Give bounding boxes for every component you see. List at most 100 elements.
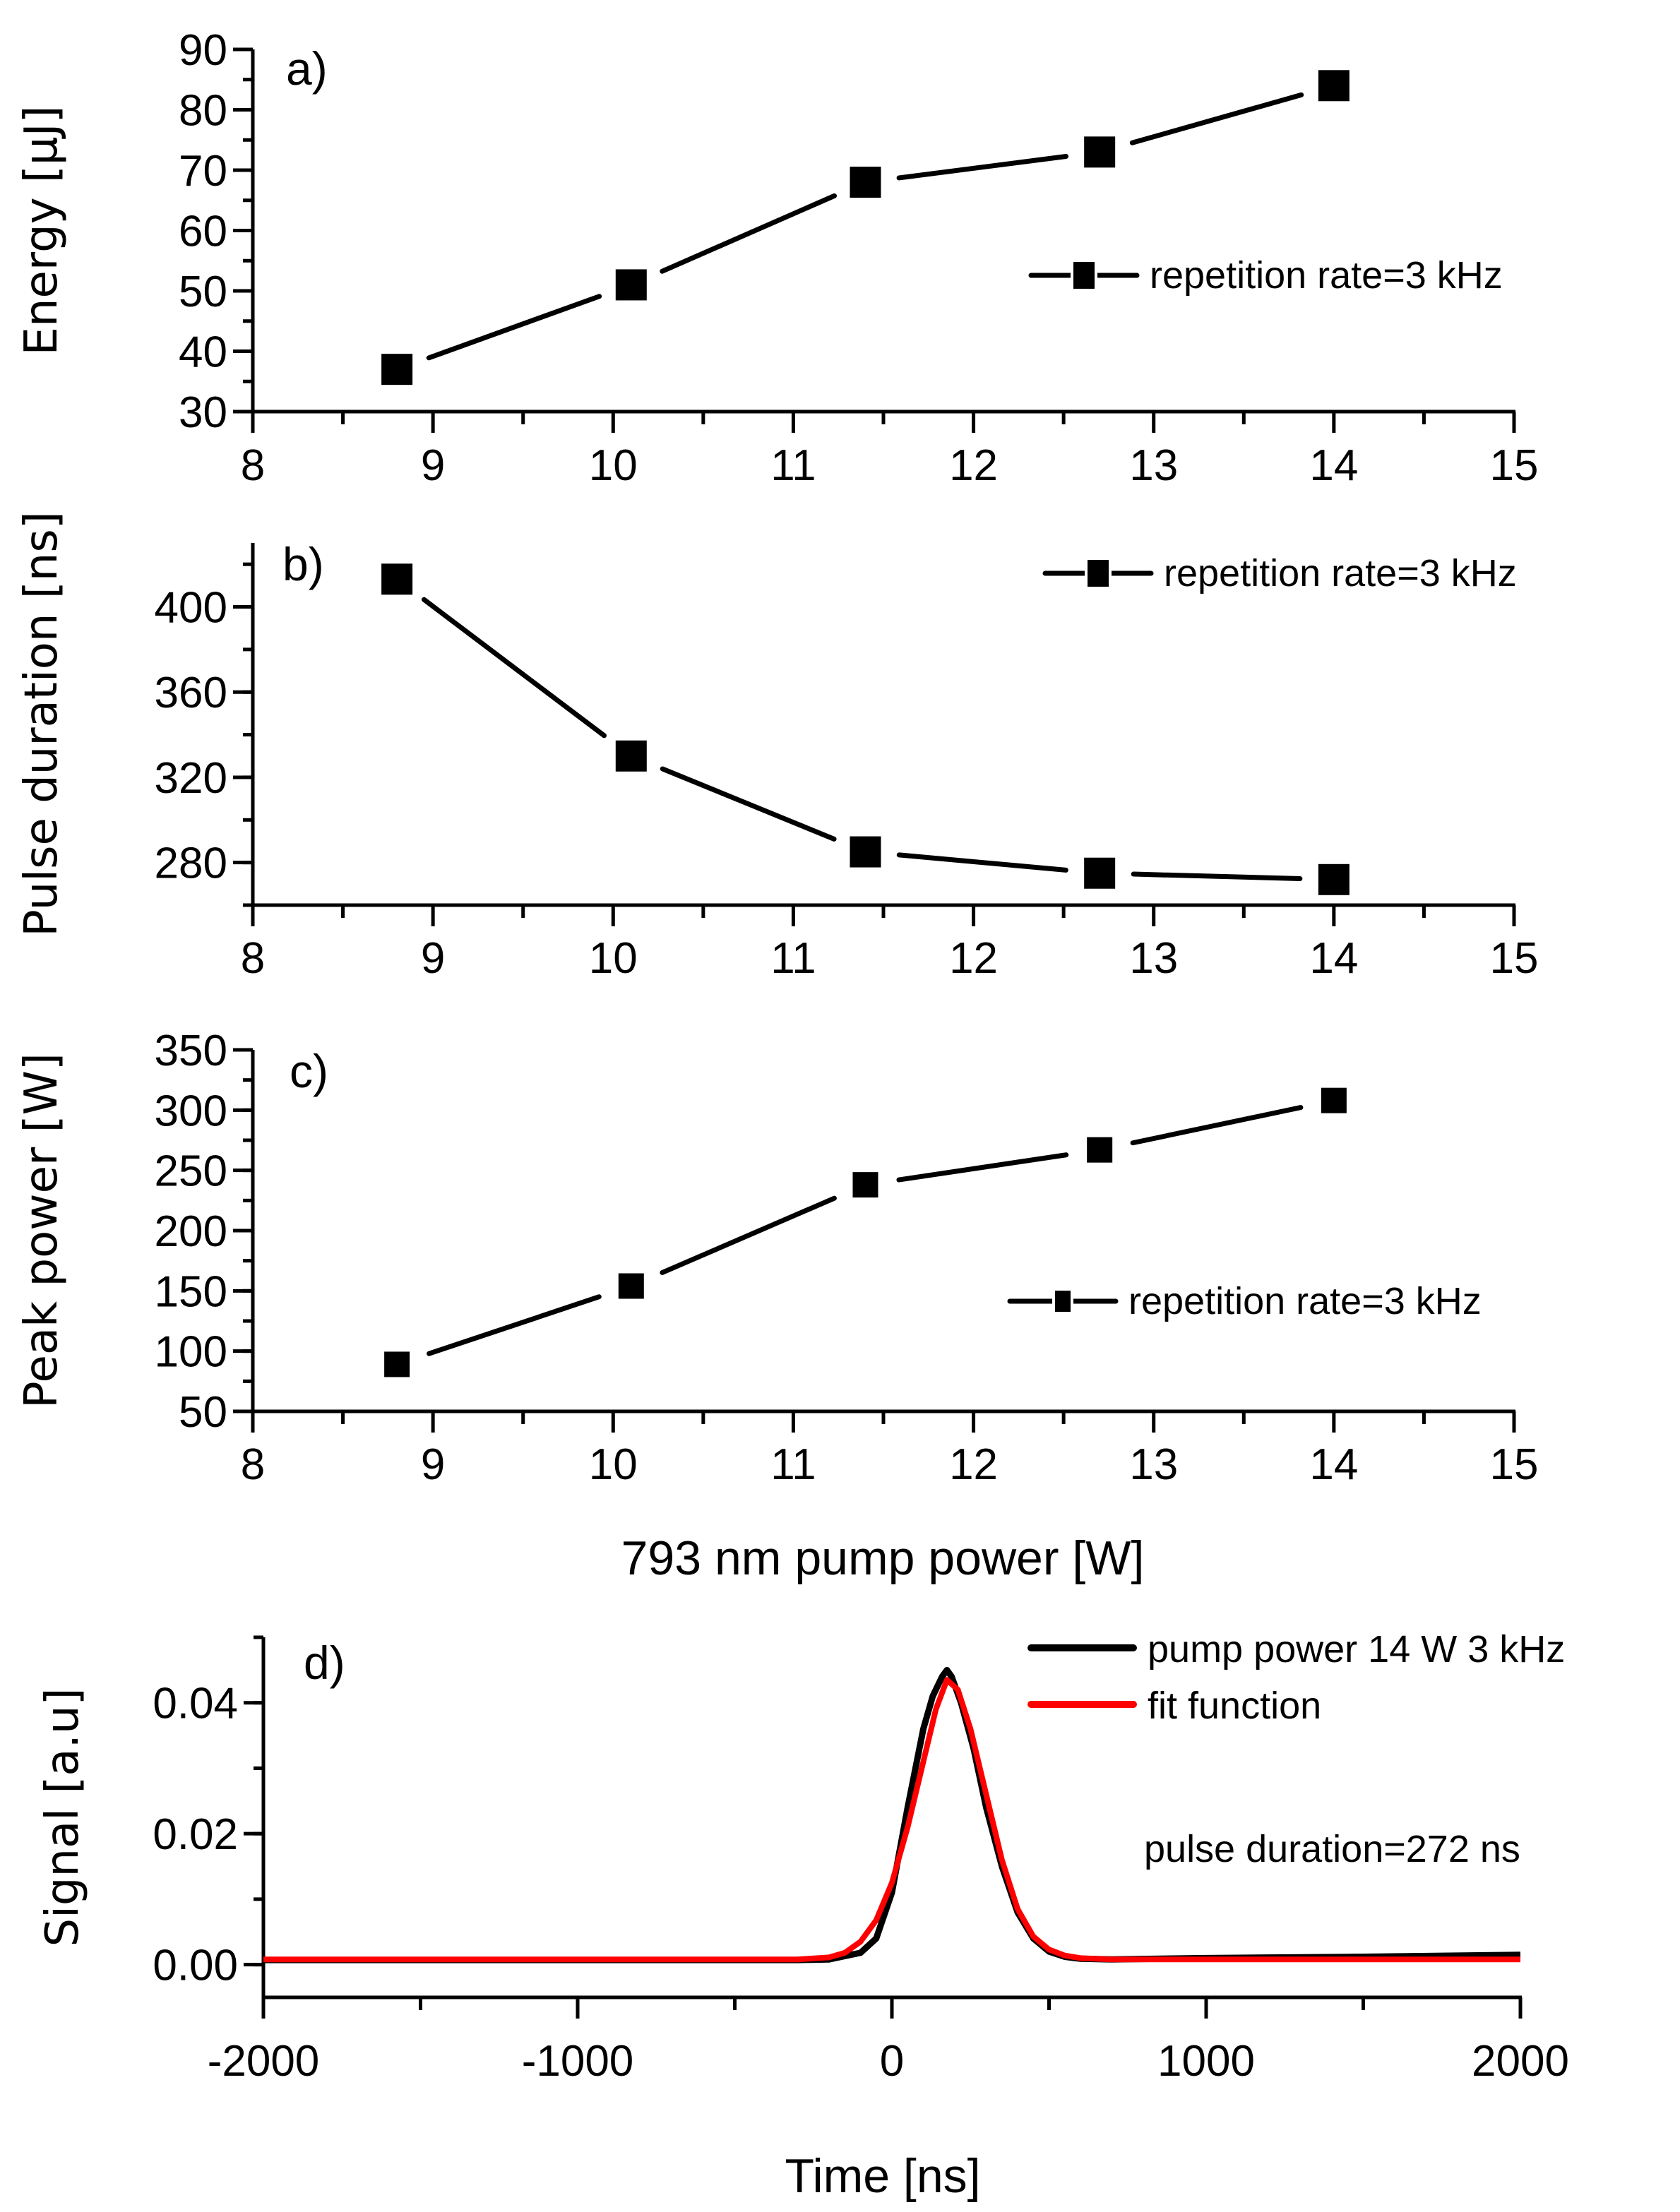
x-tick-label: 11 bbox=[770, 441, 816, 490]
data-point-marker bbox=[850, 836, 881, 868]
x-tick-label: 1000 bbox=[1157, 2037, 1255, 2086]
panel-label: d) bbox=[304, 1637, 345, 1689]
x-tick-label: -2000 bbox=[208, 2037, 320, 2086]
data-point-marker bbox=[615, 269, 647, 301]
x-tick-label: 9 bbox=[421, 1440, 445, 1489]
series-line-segment bbox=[660, 766, 837, 842]
legend-swatch-marker bbox=[1088, 560, 1109, 587]
x-tick-label: 13 bbox=[1129, 1440, 1178, 1489]
x-tick-label: 8 bbox=[241, 1440, 265, 1489]
series-line-segment bbox=[427, 1294, 602, 1356]
legend-label: repetition rate=3 kHz bbox=[1164, 552, 1517, 594]
data-point-marker bbox=[1321, 1087, 1347, 1113]
series-line-segment bbox=[660, 1195, 837, 1275]
data-point-marker bbox=[381, 563, 413, 595]
data-point-marker bbox=[618, 1273, 644, 1299]
panel-label: b) bbox=[282, 538, 324, 590]
y-tick-label: 150 bbox=[155, 1267, 227, 1316]
series-line-segment bbox=[896, 1152, 1069, 1183]
x-tick-label: 10 bbox=[589, 1440, 638, 1489]
y-tick-label: 100 bbox=[155, 1328, 227, 1377]
x-tick-label: 15 bbox=[1490, 441, 1539, 490]
fit-function-line bbox=[263, 1677, 1520, 1963]
x-tick-label: 8 bbox=[241, 441, 265, 490]
series-line-segment bbox=[660, 193, 838, 274]
x-tick-label: 15 bbox=[1490, 934, 1539, 983]
y-tick-label: 0.04 bbox=[153, 1680, 238, 1728]
y-tick-label: 400 bbox=[155, 584, 227, 633]
series-line-segment bbox=[421, 597, 607, 739]
series-line-segment bbox=[1129, 92, 1304, 145]
measured-signal-line bbox=[263, 1666, 1521, 1963]
data-point-marker bbox=[1318, 863, 1350, 895]
data-point-marker bbox=[384, 1351, 410, 1377]
x-tick-label: 2000 bbox=[1472, 2037, 1569, 2086]
series-line-segment bbox=[896, 153, 1069, 181]
panel-d-signal: -2000 -1000 0 1000 2000 0.00 0.02 0.04 Signal [a… bbox=[37, 1628, 1569, 2203]
series-line-segment bbox=[1131, 871, 1303, 881]
legend-label: repetition rate=3 kHz bbox=[1128, 1280, 1482, 1322]
series-line-segment bbox=[1130, 1105, 1304, 1146]
x-tick-label: 13 bbox=[1129, 934, 1178, 983]
x-tick-label: 0 bbox=[880, 2037, 904, 2086]
data-point-marker bbox=[850, 167, 881, 198]
y-tick-label: 250 bbox=[155, 1147, 227, 1196]
panel-b-pulse-duration: 8 9 10 11 12 13 14 15 280 320 360 400 Pulse duration… bbox=[16, 511, 1538, 983]
y-tick-label: 80 bbox=[179, 87, 227, 136]
data-point-marker bbox=[1084, 136, 1116, 168]
x-axis-title: 793 nm pump power [W] bbox=[621, 1531, 1145, 1585]
panel-c-peak-power: 8 9 10 11 12 13 14 15 50 100 150 200 250 300 350 Peak p… bbox=[16, 1027, 1538, 1585]
y-tick-label: 0.00 bbox=[153, 1942, 238, 1990]
y-axis-title: Pulse duration [ns] bbox=[16, 511, 68, 936]
y-tick-label: 300 bbox=[155, 1087, 227, 1135]
series-line-segment bbox=[896, 852, 1068, 873]
y-tick-label: 200 bbox=[155, 1207, 227, 1256]
y-tick-label: 60 bbox=[179, 208, 227, 256]
x-tick-label: 10 bbox=[589, 441, 638, 490]
y-tick-label: 320 bbox=[155, 754, 227, 803]
x-tick-label: 12 bbox=[949, 1440, 998, 1489]
y-axis-title: Energy [µJ] bbox=[16, 106, 68, 356]
y-tick-label: 350 bbox=[155, 1027, 227, 1075]
legend-swatch-marker bbox=[1055, 1291, 1071, 1312]
panel-label: a) bbox=[286, 42, 328, 95]
x-tick-label: 8 bbox=[241, 934, 265, 983]
x-tick-label: 15 bbox=[1490, 1440, 1539, 1489]
x-tick-label: 11 bbox=[770, 934, 816, 983]
x-tick-label: 9 bbox=[421, 934, 445, 983]
y-tick-label: 360 bbox=[155, 669, 227, 717]
annotation-pulse-duration: pulse duration=272 ns bbox=[1144, 1828, 1520, 1870]
x-tick-label: 11 bbox=[770, 1440, 816, 1489]
data-point-marker bbox=[615, 740, 647, 772]
y-tick-label: 40 bbox=[179, 328, 227, 377]
y-tick-label: 70 bbox=[179, 147, 227, 196]
y-tick-label: 30 bbox=[179, 388, 227, 437]
y-tick-label: 90 bbox=[179, 26, 227, 75]
data-point-marker bbox=[1318, 70, 1350, 102]
data-point-marker bbox=[1084, 857, 1116, 889]
legend-label: pump power 14 W 3 kHz bbox=[1148, 1628, 1565, 1670]
legend-swatch-marker bbox=[1073, 262, 1095, 289]
x-tick-label: 14 bbox=[1309, 441, 1358, 490]
legend-label: repetition rate=3 kHz bbox=[1150, 254, 1503, 297]
y-axis-title: Peak power [W] bbox=[16, 1053, 68, 1409]
y-tick-label: 280 bbox=[155, 839, 227, 888]
x-tick-label: 12 bbox=[949, 441, 998, 490]
legend-label: fit function bbox=[1148, 1685, 1321, 1727]
x-tick-label: 14 bbox=[1309, 1440, 1358, 1489]
x-axis-title: Time [ns] bbox=[785, 2149, 980, 2203]
x-tick-label: 10 bbox=[589, 934, 638, 983]
y-tick-label: 0.02 bbox=[153, 1810, 238, 1859]
y-tick-label: 50 bbox=[179, 1388, 227, 1437]
series-line-segment bbox=[426, 294, 602, 361]
y-tick-label: 50 bbox=[179, 268, 227, 316]
x-tick-label: 9 bbox=[421, 441, 445, 490]
data-point-marker bbox=[381, 354, 413, 385]
x-tick-label: 14 bbox=[1309, 934, 1358, 983]
panel-label: c) bbox=[290, 1045, 328, 1097]
data-point-marker bbox=[852, 1172, 878, 1198]
y-axis-title: Signal [a.u] bbox=[37, 1688, 89, 1947]
x-tick-label: 13 bbox=[1129, 441, 1178, 490]
x-tick-label: -1000 bbox=[522, 2037, 634, 2086]
